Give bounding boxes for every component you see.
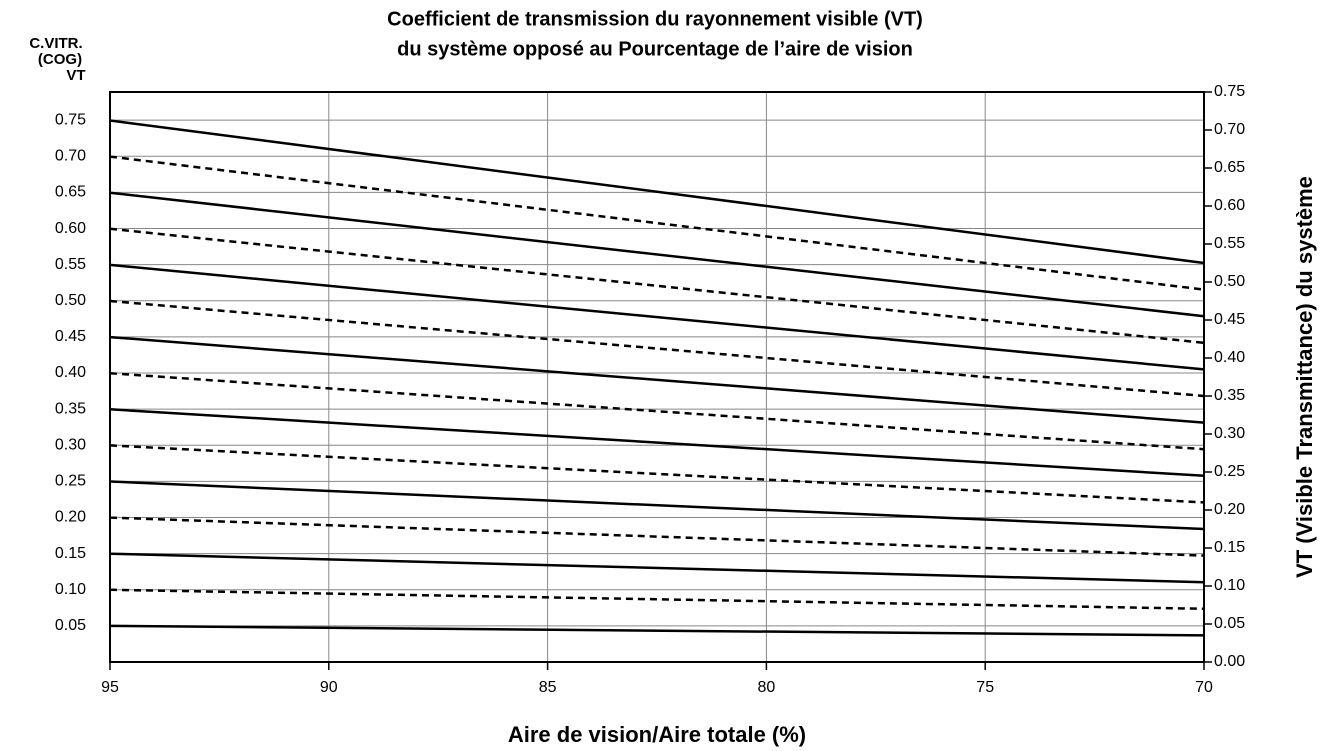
y2-tick-label: 0.65 — [1214, 159, 1245, 176]
y2-tick-label: 0.60 — [1214, 197, 1245, 214]
series-line — [109, 299, 1205, 398]
y2-tick-label: 0.75 — [1214, 83, 1245, 100]
y2-tick-label: 0.30 — [1214, 425, 1245, 442]
y-axis-label: C.VITR. — [29, 35, 82, 52]
y-tick-label: 0.20 — [55, 509, 86, 526]
series-line — [109, 371, 1205, 451]
y-tick-label: 0.35 — [55, 400, 86, 417]
y-tick-label: 0.45 — [55, 328, 86, 345]
y-tick-label: 0.55 — [55, 256, 86, 273]
y2-tick-label: 0.45 — [1214, 311, 1245, 328]
x-tick-label: 70 — [1195, 679, 1213, 696]
y-axis-label: VT — [66, 67, 85, 84]
y2-tick-label: 0.70 — [1214, 121, 1245, 138]
y2-tick-label: 0.00 — [1214, 653, 1245, 670]
y-tick-label: 0.25 — [55, 473, 86, 490]
y-tick-label: 0.15 — [55, 545, 86, 562]
x-tick-label: 95 — [101, 679, 119, 696]
chart-title: Coefficient de transmission du rayonneme… — [387, 8, 923, 30]
y-tick-label: 0.50 — [55, 292, 86, 309]
series-line — [109, 516, 1205, 557]
x-tick-label: 90 — [320, 679, 338, 696]
series-line — [109, 480, 1205, 531]
y-tick-label: 0.10 — [55, 581, 86, 598]
series-line — [109, 335, 1205, 424]
y2-tick-label: 0.55 — [1214, 235, 1245, 252]
series-line — [109, 155, 1205, 291]
y-tick-label: 0.70 — [55, 148, 86, 165]
series-line — [109, 191, 1205, 318]
y2-tick-label: 0.40 — [1214, 349, 1245, 366]
y-tick-label: 0.65 — [55, 184, 86, 201]
y2-tick-label: 0.25 — [1214, 463, 1245, 480]
series-line — [109, 263, 1205, 371]
y-axis-label: (COG) — [38, 51, 82, 68]
y2-axis-label: VT (Visible Transmittance) du système — [1292, 176, 1317, 578]
y2-tick-label: 0.05 — [1214, 615, 1245, 632]
series-line — [109, 624, 1205, 637]
y-tick-label: 0.40 — [55, 364, 86, 381]
y2-tick-label: 0.50 — [1214, 273, 1245, 290]
y2-tick-label: 0.15 — [1214, 539, 1245, 556]
series-line — [109, 408, 1205, 478]
y-tick-label: 0.30 — [55, 436, 86, 453]
x-tick-label: 80 — [758, 679, 776, 696]
x-axis-label: Aire de vision/Aire totale (%) — [508, 722, 806, 747]
series-line — [109, 444, 1205, 504]
series-line — [109, 588, 1205, 611]
x-tick-label: 75 — [976, 679, 994, 696]
x-tick-label: 85 — [539, 679, 557, 696]
y-tick-label: 0.75 — [55, 111, 86, 128]
y-tick-label: 0.05 — [55, 617, 86, 634]
y2-tick-label: 0.10 — [1214, 577, 1245, 594]
chart-title: du système opposé au Pourcentage de l’ai… — [397, 38, 913, 60]
plot-frame — [109, 91, 1205, 663]
series-line — [109, 119, 1205, 265]
y2-tick-label: 0.35 — [1214, 387, 1245, 404]
y-tick-label: 0.60 — [55, 220, 86, 237]
series-line — [109, 227, 1205, 345]
series-line — [109, 552, 1205, 584]
y2-tick-label: 0.20 — [1214, 501, 1245, 518]
